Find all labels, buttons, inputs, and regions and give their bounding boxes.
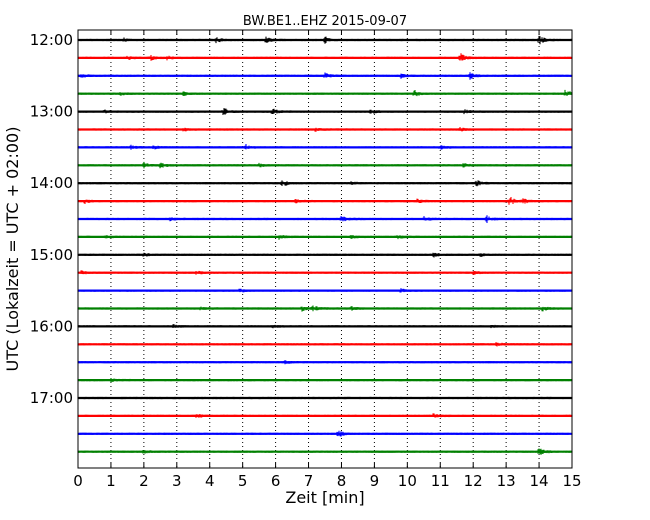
x-tick-label: 14 [530, 472, 549, 490]
x-tick-label: 13 [497, 472, 516, 490]
x-tick-label: 1 [106, 472, 116, 490]
plot-area [78, 30, 572, 468]
x-tick-label: 12 [464, 472, 483, 490]
x-tick-label: 5 [238, 472, 248, 490]
x-tick-label: 8 [337, 472, 347, 490]
x-tick-label: 10 [398, 472, 417, 490]
traces [77, 35, 573, 455]
x-tick-label: 0 [73, 472, 83, 490]
y-tick-label: 13:00 [30, 103, 73, 121]
x-axis-label: Zeit [min] [285, 488, 364, 507]
plot-frame [77, 29, 573, 469]
x-tick-label: 11 [431, 472, 450, 490]
x-tick-label: 7 [304, 472, 314, 490]
x-tick-label: 9 [370, 472, 380, 490]
chart-title: BW.BE1..EHZ 2015-09-07 [243, 14, 407, 29]
x-tick-label: 15 [562, 472, 581, 490]
x-tick-label: 4 [205, 472, 215, 490]
x-tick-label: 3 [172, 472, 182, 490]
y-tick-label: 14:00 [30, 174, 73, 192]
y-tick-label: 12:00 [30, 31, 73, 49]
x-tick-label: 6 [271, 472, 281, 490]
y-tick-label: 16:00 [30, 317, 73, 335]
axis-ticks: 0 1 2 3 4 5 6 7 8 9 10 11 12 13 14 1512:0013:0014:0015:… [30, 30, 582, 490]
y-tick-label: 17:00 [30, 389, 73, 407]
x-tick-label: 2 [139, 472, 149, 490]
y-tick-label: 15:00 [30, 246, 73, 264]
y-axis-label: UTC (Lokalzeit = UTC + 02:00) [3, 127, 22, 372]
